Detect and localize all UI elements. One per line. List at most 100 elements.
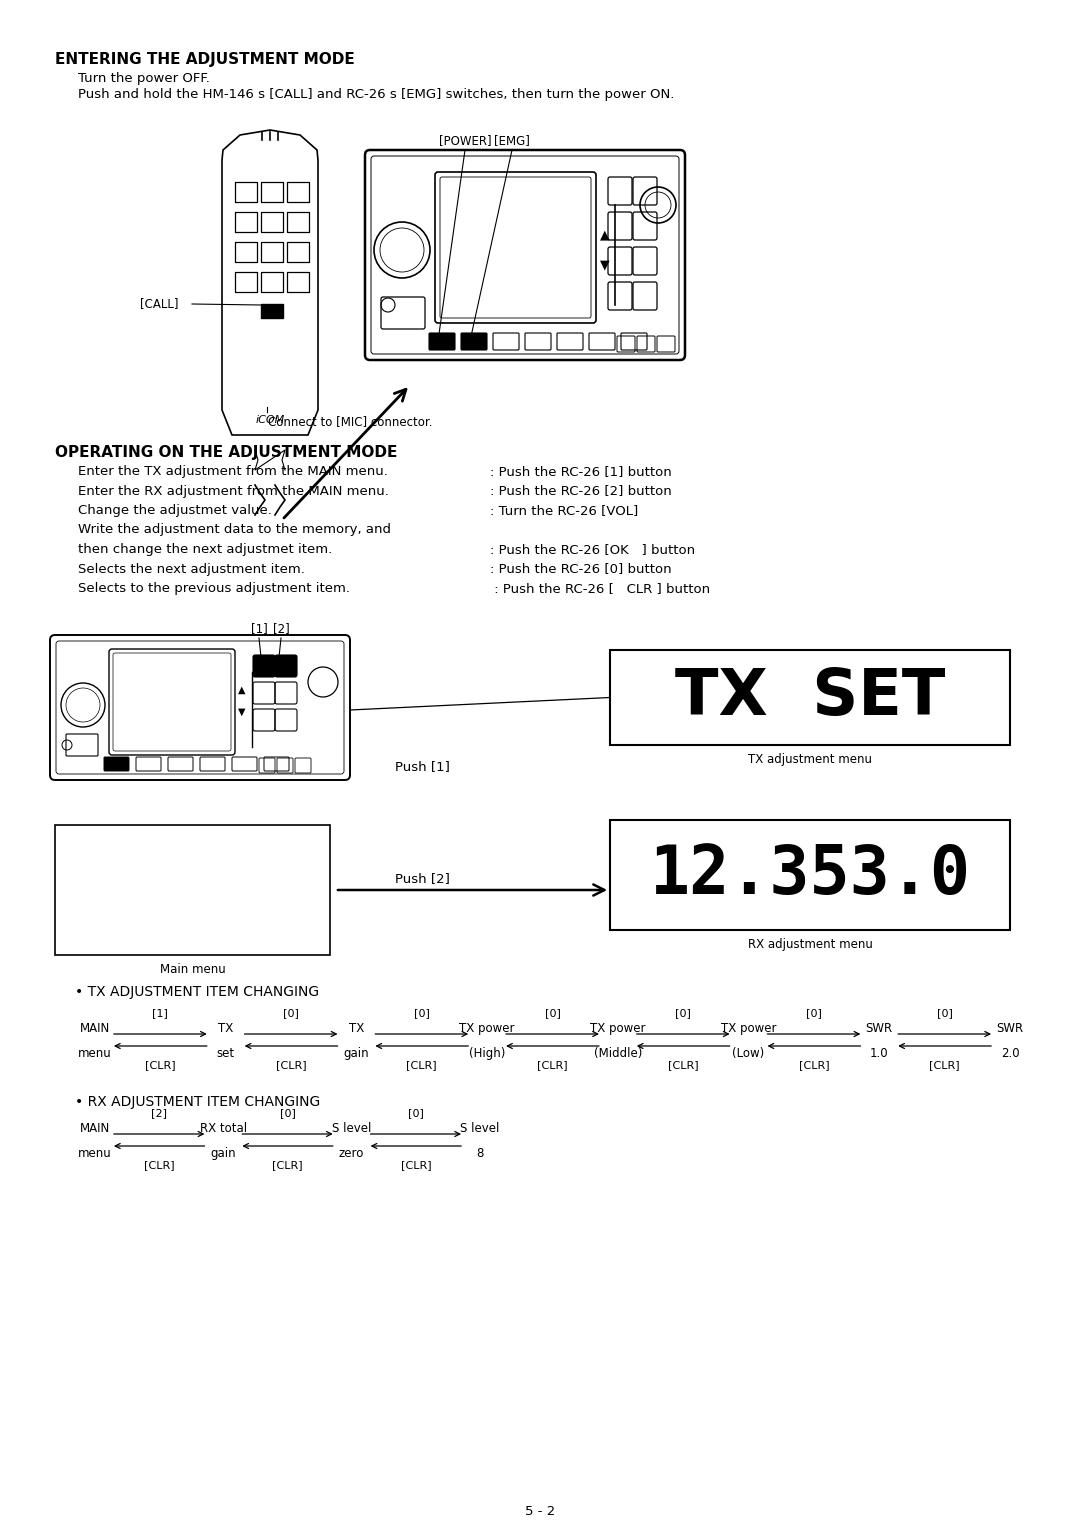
Text: [0]: [0] <box>806 1008 822 1018</box>
Text: TX adjustment menu: TX adjustment menu <box>748 753 872 766</box>
Text: • RX ADJUSTMENT ITEM CHANGING: • RX ADJUSTMENT ITEM CHANGING <box>75 1096 321 1109</box>
Bar <box>235 241 257 261</box>
Text: [1]: [1] <box>251 622 268 636</box>
Text: [CLR]: [CLR] <box>406 1060 437 1070</box>
Text: : Push the RC-26 [0] button: : Push the RC-26 [0] button <box>490 562 672 576</box>
FancyBboxPatch shape <box>104 756 129 772</box>
Text: : Push the RC-26 [2] button: : Push the RC-26 [2] button <box>490 484 672 498</box>
Text: ▲: ▲ <box>600 229 610 241</box>
Text: 2.0: 2.0 <box>1001 1047 1020 1060</box>
Text: : Push the RC-26 [1] button: : Push the RC-26 [1] button <box>490 465 672 478</box>
Bar <box>235 272 257 292</box>
Text: iCOM: iCOM <box>255 416 285 425</box>
Text: [CLR]: [CLR] <box>272 1160 302 1170</box>
Text: menu: menu <box>78 1148 112 1160</box>
Text: [1]: [1] <box>152 1008 168 1018</box>
Text: [0]: [0] <box>544 1008 561 1018</box>
Text: Enter the TX adjustment from the MAIN menu.: Enter the TX adjustment from the MAIN me… <box>78 465 388 478</box>
FancyBboxPatch shape <box>461 333 487 350</box>
Text: : Turn the RC-26 [VOL]: : Turn the RC-26 [VOL] <box>490 504 638 516</box>
FancyBboxPatch shape <box>275 656 297 677</box>
Text: SWR: SWR <box>866 1022 893 1034</box>
Text: gain: gain <box>211 1148 237 1160</box>
Text: Push and hold the HM-146 s [CALL] and RC-26 s [EMG] switches, then turn the powe: Push and hold the HM-146 s [CALL] and RC… <box>78 89 674 101</box>
Text: MAIN: MAIN <box>80 1122 110 1135</box>
Text: [CLR]: [CLR] <box>537 1060 568 1070</box>
Text: ▼: ▼ <box>600 258 610 272</box>
Text: SWR: SWR <box>997 1022 1024 1034</box>
Text: ENTERING THE ADJUSTMENT MODE: ENTERING THE ADJUSTMENT MODE <box>55 52 354 67</box>
Text: (Middle): (Middle) <box>594 1047 642 1060</box>
Bar <box>287 272 309 292</box>
Text: Push [1]: Push [1] <box>395 759 450 773</box>
Text: : Push the RC-26 [OK   ] button: : Push the RC-26 [OK ] button <box>490 542 696 556</box>
FancyBboxPatch shape <box>429 333 455 350</box>
Text: [0]: [0] <box>414 1008 430 1018</box>
Text: RX adjustment menu: RX adjustment menu <box>747 938 873 950</box>
Text: Enter the RX adjustment from the MAIN menu.: Enter the RX adjustment from the MAIN me… <box>78 484 389 498</box>
Bar <box>610 821 1010 931</box>
Text: Connect to [MIC] connector.: Connect to [MIC] connector. <box>268 416 432 428</box>
Bar <box>235 212 257 232</box>
Text: Selects the next adjustment item.: Selects the next adjustment item. <box>78 562 305 576</box>
Text: [2]: [2] <box>151 1108 167 1118</box>
Text: ▲: ▲ <box>239 685 246 695</box>
Text: TX power: TX power <box>590 1022 646 1034</box>
Text: [CLR]: [CLR] <box>798 1060 829 1070</box>
Text: Selects to the previous adjustment item.: Selects to the previous adjustment item. <box>78 582 350 594</box>
Text: [EMG]: [EMG] <box>494 134 530 147</box>
Text: [CLR]: [CLR] <box>145 1060 176 1070</box>
Text: S level: S level <box>460 1122 500 1135</box>
Bar <box>261 212 283 232</box>
Bar <box>235 182 257 202</box>
Text: TX: TX <box>349 1022 364 1034</box>
Text: : Push the RC-26 [   CLR ] button: : Push the RC-26 [ CLR ] button <box>490 582 711 594</box>
Bar <box>261 272 283 292</box>
Text: [2]: [2] <box>272 622 289 636</box>
Text: [CALL]: [CALL] <box>140 298 178 310</box>
Text: [CLR]: [CLR] <box>667 1060 699 1070</box>
Bar <box>261 304 283 318</box>
Bar <box>261 241 283 261</box>
Text: [CLR]: [CLR] <box>144 1160 175 1170</box>
Text: [0]: [0] <box>283 1008 299 1018</box>
Text: [0]: [0] <box>675 1008 691 1018</box>
Text: ▼: ▼ <box>239 707 246 717</box>
Text: 1.0: 1.0 <box>870 1047 889 1060</box>
Text: [0]: [0] <box>280 1108 296 1118</box>
Text: (Low): (Low) <box>732 1047 765 1060</box>
Text: set: set <box>217 1047 234 1060</box>
Text: RX total: RX total <box>200 1122 247 1135</box>
Text: Change the adjustmet value.: Change the adjustmet value. <box>78 504 272 516</box>
Text: MAIN: MAIN <box>80 1022 110 1034</box>
Bar <box>610 649 1010 746</box>
Text: • TX ADJUSTMENT ITEM CHANGING: • TX ADJUSTMENT ITEM CHANGING <box>75 986 319 999</box>
Text: OPERATING ON THE ADJUSTMENT MODE: OPERATING ON THE ADJUSTMENT MODE <box>55 445 397 460</box>
Text: [0]: [0] <box>408 1108 423 1118</box>
Text: 8: 8 <box>476 1148 484 1160</box>
Text: (High): (High) <box>469 1047 505 1060</box>
Bar <box>287 241 309 261</box>
Text: TX: TX <box>218 1022 233 1034</box>
Bar <box>55 825 330 955</box>
FancyBboxPatch shape <box>253 656 275 677</box>
Text: Push [2]: Push [2] <box>395 872 450 885</box>
Text: menu: menu <box>78 1047 112 1060</box>
Text: then change the next adjustmet item.: then change the next adjustmet item. <box>78 542 333 556</box>
Bar <box>287 182 309 202</box>
Text: [0]: [0] <box>936 1008 953 1018</box>
Text: Write the adjustment data to the memory, and: Write the adjustment data to the memory,… <box>78 524 391 536</box>
Text: TX power: TX power <box>459 1022 515 1034</box>
Text: TX power: TX power <box>720 1022 777 1034</box>
Text: [CLR]: [CLR] <box>275 1060 307 1070</box>
Text: S level: S level <box>332 1122 372 1135</box>
Bar <box>261 182 283 202</box>
Text: [CLR]: [CLR] <box>401 1160 431 1170</box>
Text: 12.353.0: 12.353.0 <box>649 842 971 908</box>
Text: zero: zero <box>339 1148 364 1160</box>
Text: 5 - 2: 5 - 2 <box>525 1505 555 1517</box>
Text: gain: gain <box>343 1047 369 1060</box>
Text: [CLR]: [CLR] <box>929 1060 960 1070</box>
Text: [POWER]: [POWER] <box>438 134 491 147</box>
Text: Turn the power OFF.: Turn the power OFF. <box>78 72 210 86</box>
